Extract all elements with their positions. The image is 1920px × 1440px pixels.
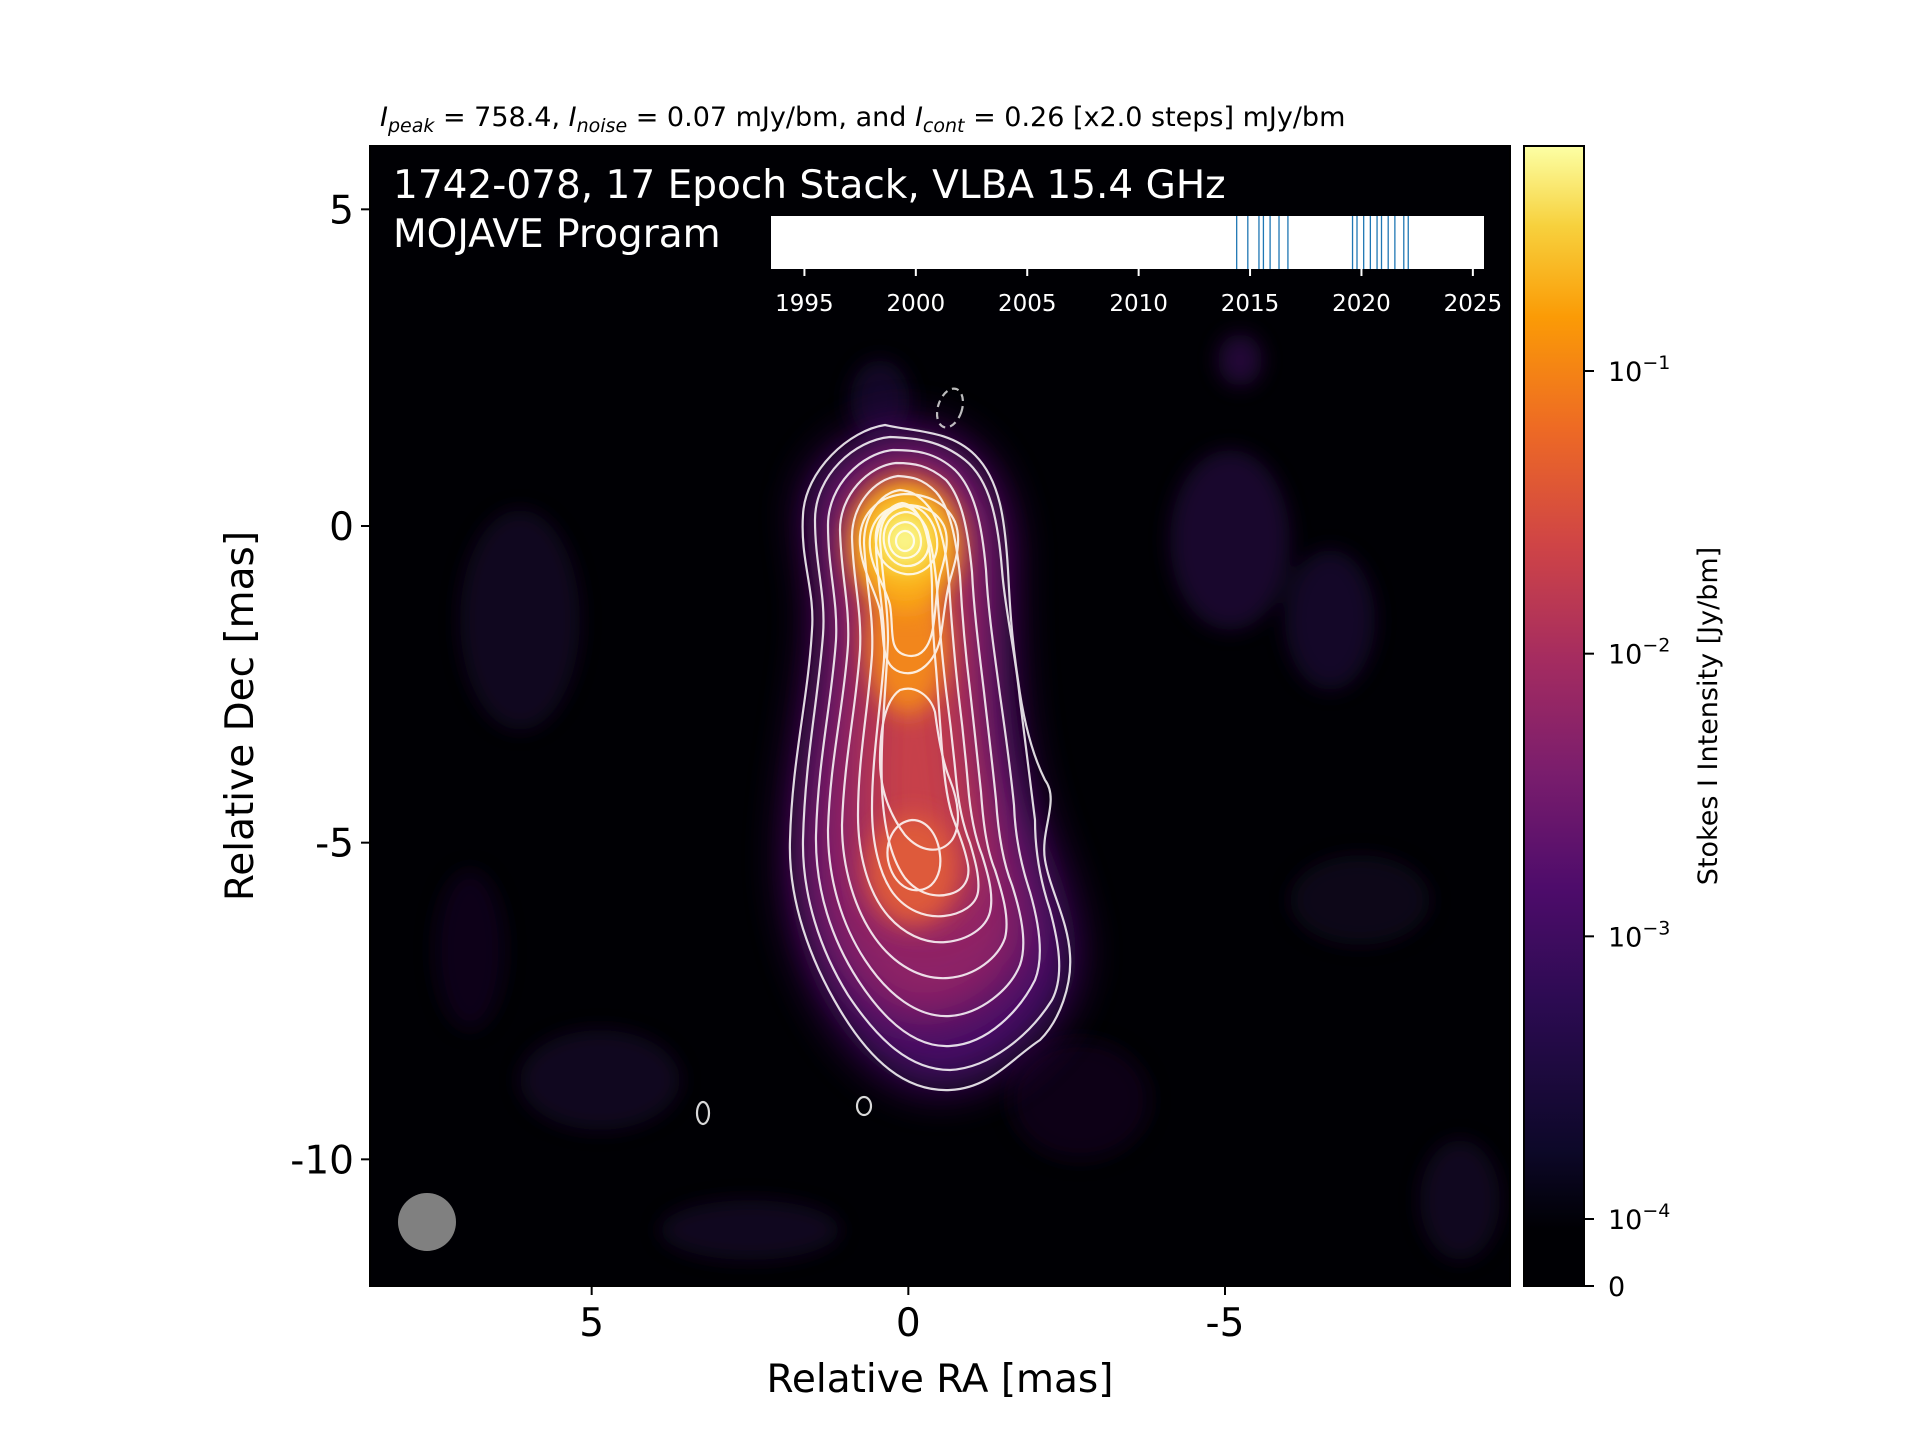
source-annotation: 1742-078, 17 Epoch Stack, VLBA 15.4 GHz (393, 163, 1226, 208)
colorbar-tick-label: 10−4 (1608, 1200, 1670, 1236)
colorbar-tick-label: 0 (1608, 1272, 1625, 1303)
colorbar-tick-label: 10−2 (1608, 635, 1670, 671)
epoch-tick-label: 2015 (1221, 291, 1280, 317)
colorbar-tick-label: 10−3 (1608, 917, 1670, 953)
y-tick-label: 0 (329, 505, 354, 550)
colorbar-tick-label: 10−1 (1608, 352, 1670, 388)
x-tick-label: -5 (1206, 1301, 1245, 1346)
beam-ellipse (398, 1193, 456, 1251)
image-panel (370, 146, 1510, 1286)
x-axis-ticks: 5 0 -5 (579, 1286, 1244, 1346)
chart-title: Ipeak = 758.4, Inoise = 0.07 mJy/bm, and… (380, 102, 1345, 137)
y-tick-label: -5 (315, 822, 354, 867)
epoch-tick-label: 2005 (998, 291, 1057, 317)
contour-island (855, 1095, 873, 1117)
program-annotation: MOJAVE Program (393, 212, 721, 257)
x-axis-label: Relative RA [mas] (767, 1357, 1114, 1402)
epoch-tick-label: 2020 (1332, 291, 1391, 317)
epoch-timeline: 1995 2000 2005 2010 2015 2020 2025 (771, 216, 1502, 317)
noise-patches (435, 334, 1500, 1260)
intensity-contours (695, 387, 1072, 1126)
contour-negative (935, 387, 965, 429)
colorbar-ticks: 10−1 10−2 10−3 10−4 0 (1584, 352, 1670, 1303)
epoch-tick-label: 1995 (775, 291, 834, 317)
contour-outer (788, 423, 1072, 1092)
x-tick-label: 5 (579, 1301, 604, 1346)
colorbar-gradient (1523, 145, 1585, 1287)
x-tick-label: 0 (896, 1301, 921, 1346)
epoch-tick-label: 2000 (887, 291, 946, 317)
contour-jet-knot (886, 818, 942, 892)
y-axis-label: Relative Dec [mas] (218, 531, 263, 901)
epoch-tick-label: 2025 (1444, 291, 1503, 317)
epoch-tick-label: 2010 (1109, 291, 1168, 317)
y-tick-label: -10 (290, 1138, 354, 1183)
plot-frame (369, 145, 1511, 1287)
colorbar-label: Stokes I Intensity [Jy/bm] (1693, 547, 1724, 885)
epoch-lines (1236, 216, 1409, 269)
contour-island (695, 1100, 711, 1126)
y-axis-ticks: 5 0 -5 -10 (290, 188, 370, 1183)
epoch-timeline-box (771, 216, 1484, 269)
epoch-ticks: 1995 2000 2005 2010 2015 2020 2025 (775, 269, 1502, 317)
y-tick-label: 5 (329, 188, 354, 233)
contour-core (894, 529, 916, 553)
colorbar: 10−1 10−2 10−3 10−4 0 Stokes I Intensity [Jy… (1523, 145, 1724, 1303)
